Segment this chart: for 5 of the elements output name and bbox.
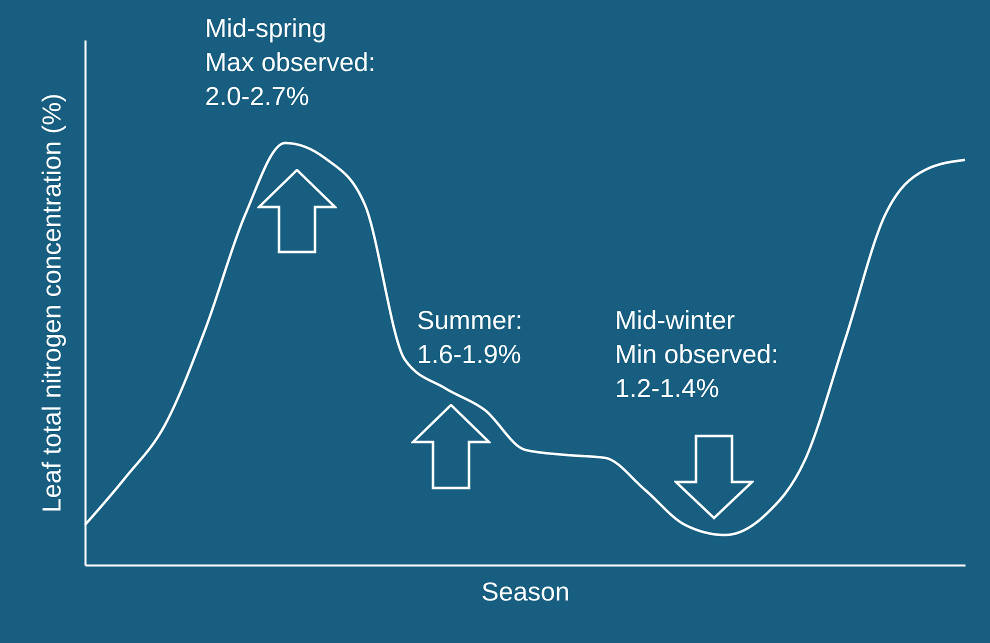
text: Mid-spring Max observed: 2.0-2.7% <box>205 13 376 111</box>
annotation: Summer: 1.6-1.9% <box>417 305 522 369</box>
x-axis-title: Season <box>481 576 570 606</box>
y-axis-title: Leaf total nitrogen concentration (%) <box>36 93 66 513</box>
annotation: Mid-winter Min observed: 1.2-1.4% <box>615 305 778 403</box>
